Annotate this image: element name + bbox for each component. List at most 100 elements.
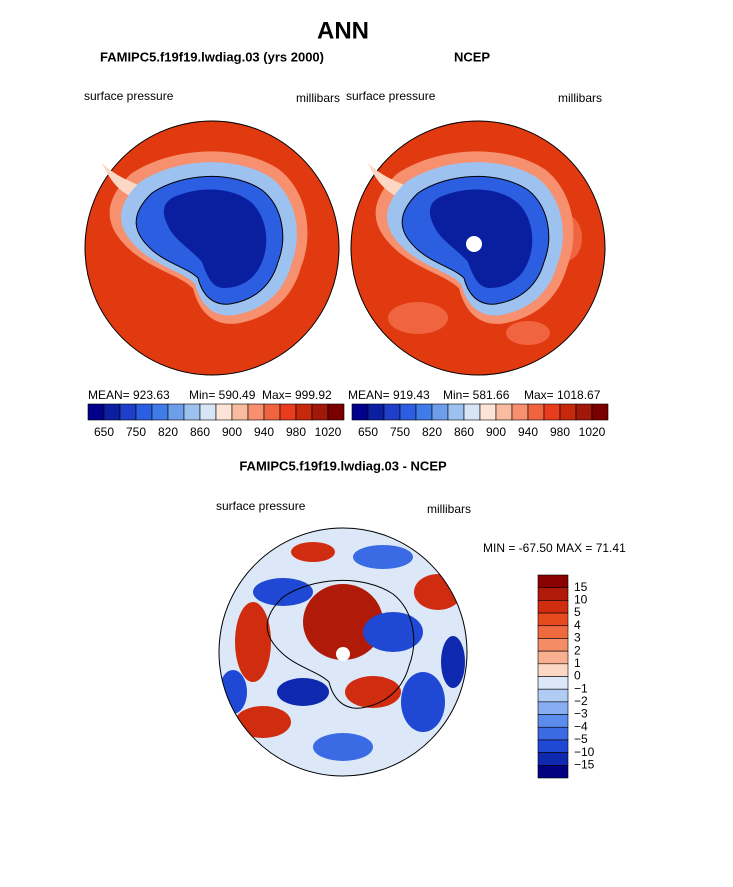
- colorbar-box: [367, 403, 385, 421]
- stat: Min= 581.66: [443, 388, 510, 402]
- colorbar-box: [537, 676, 569, 690]
- colorbar-box: [537, 739, 569, 753]
- colorbar-box: [103, 403, 121, 421]
- main-title: ANN: [317, 17, 369, 44]
- colorbar-label: 3: [574, 631, 581, 645]
- colorbar-label: −10: [574, 745, 595, 759]
- colorbar-box: [537, 752, 569, 766]
- colorbar-box: [511, 403, 529, 421]
- stat: Max= 999.92: [262, 388, 332, 402]
- colorbar-box: [167, 403, 185, 421]
- right-label: millibars: [558, 91, 602, 105]
- colorbar-box: [537, 688, 569, 703]
- colorbar-box: [119, 403, 137, 421]
- map: [218, 527, 468, 777]
- colorbar-box: [399, 403, 417, 421]
- colorbar-box: [527, 403, 545, 421]
- colorbar-box: [183, 403, 201, 421]
- colorbar-box: [151, 403, 169, 421]
- colorbar-label: 860: [454, 425, 474, 439]
- colorbar-box: [537, 714, 569, 728]
- colorbar-label: 2: [574, 643, 581, 657]
- colorbar-label: 980: [286, 425, 306, 439]
- colorbar-label: 1: [574, 656, 581, 670]
- colorbar-box: [295, 403, 313, 421]
- colorbar-label: 900: [486, 425, 506, 439]
- colorbar-label: 0: [574, 669, 581, 683]
- panel-title: FAMIPC5.f19f19.lwdiag.03 (yrs 2000): [100, 49, 324, 64]
- colorbar-box: [247, 403, 265, 421]
- colorbar-box: [537, 701, 569, 715]
- map: [84, 120, 340, 376]
- colorbar-box: [431, 403, 449, 421]
- colorbar-box: [415, 403, 433, 421]
- colorbar-box: [479, 403, 497, 421]
- colorbar-label: 650: [358, 425, 378, 439]
- colorbar-box: [383, 403, 401, 421]
- colorbar-label: 4: [574, 618, 581, 632]
- colorbar-box: [537, 726, 569, 741]
- colorbar-label: 940: [254, 425, 274, 439]
- panel-title: NCEP: [454, 49, 490, 64]
- right-label: millibars: [296, 91, 340, 105]
- colorbar-box: [537, 600, 569, 614]
- colorbar-box: [231, 403, 249, 421]
- colorbar-box: [537, 765, 569, 779]
- colorbar-label: 1020: [315, 425, 342, 439]
- colorbar-box: [537, 663, 569, 677]
- colorbar-label: −3: [574, 707, 588, 721]
- stat: MEAN= 919.43: [348, 388, 430, 402]
- right-label: millibars: [427, 502, 471, 516]
- colorbar-box: [463, 403, 481, 421]
- colorbar-box: [447, 403, 465, 421]
- colorbar-label: 900: [222, 425, 242, 439]
- colorbar-label: −15: [574, 757, 595, 771]
- colorbar-box: [575, 403, 593, 421]
- colorbar-box: [559, 403, 577, 421]
- colorbar-label: −1: [574, 681, 588, 695]
- colorbar-box: [537, 574, 569, 588]
- colorbar-box: [591, 403, 609, 421]
- colorbar-box: [279, 403, 297, 421]
- colorbar-label: −4: [574, 719, 588, 733]
- colorbar-box: [199, 403, 217, 421]
- colorbar-label: 980: [550, 425, 570, 439]
- colorbar-box: [495, 403, 513, 421]
- left-label: surface pressure: [216, 499, 306, 513]
- colorbar-label: 860: [190, 425, 210, 439]
- colorbar-box: [311, 403, 329, 421]
- colorbar-box: [215, 403, 233, 421]
- stat: Max= 1018.67: [524, 388, 601, 402]
- colorbar-box: [263, 403, 281, 421]
- colorbar-label: 15: [574, 580, 588, 594]
- colorbar-box: [537, 638, 569, 652]
- colorbar-box: [87, 403, 105, 421]
- colorbar-label: 650: [94, 425, 114, 439]
- colorbar-label: 940: [518, 425, 538, 439]
- colorbar-label: 750: [390, 425, 410, 439]
- panel-title: FAMIPC5.f19f19.lwdiag.03 - NCEP: [239, 458, 447, 473]
- colorbar-box: [537, 587, 569, 601]
- stat: Min= 590.49: [189, 388, 256, 402]
- left-label: surface pressure: [346, 89, 436, 103]
- colorbar-label: 820: [158, 425, 178, 439]
- map: [350, 120, 606, 376]
- colorbar-label: −2: [574, 694, 588, 708]
- colorbar-box: [327, 403, 345, 421]
- left-label: surface pressure: [84, 89, 174, 103]
- colorbar-box: [351, 403, 369, 421]
- colorbar-label: 10: [574, 593, 588, 607]
- colorbar-box: [135, 403, 153, 421]
- colorbar-box: [537, 625, 569, 639]
- colorbar-label: −5: [574, 732, 588, 746]
- colorbar-label: 750: [126, 425, 146, 439]
- colorbar-box: [537, 650, 569, 665]
- colorbar-label: 1020: [579, 425, 606, 439]
- colorbar-box: [537, 612, 569, 627]
- colorbar-label: 5: [574, 605, 581, 619]
- colorbar-label: 820: [422, 425, 442, 439]
- stat: MIN = -67.50 MAX = 71.41: [483, 541, 626, 555]
- colorbar-box: [543, 403, 561, 421]
